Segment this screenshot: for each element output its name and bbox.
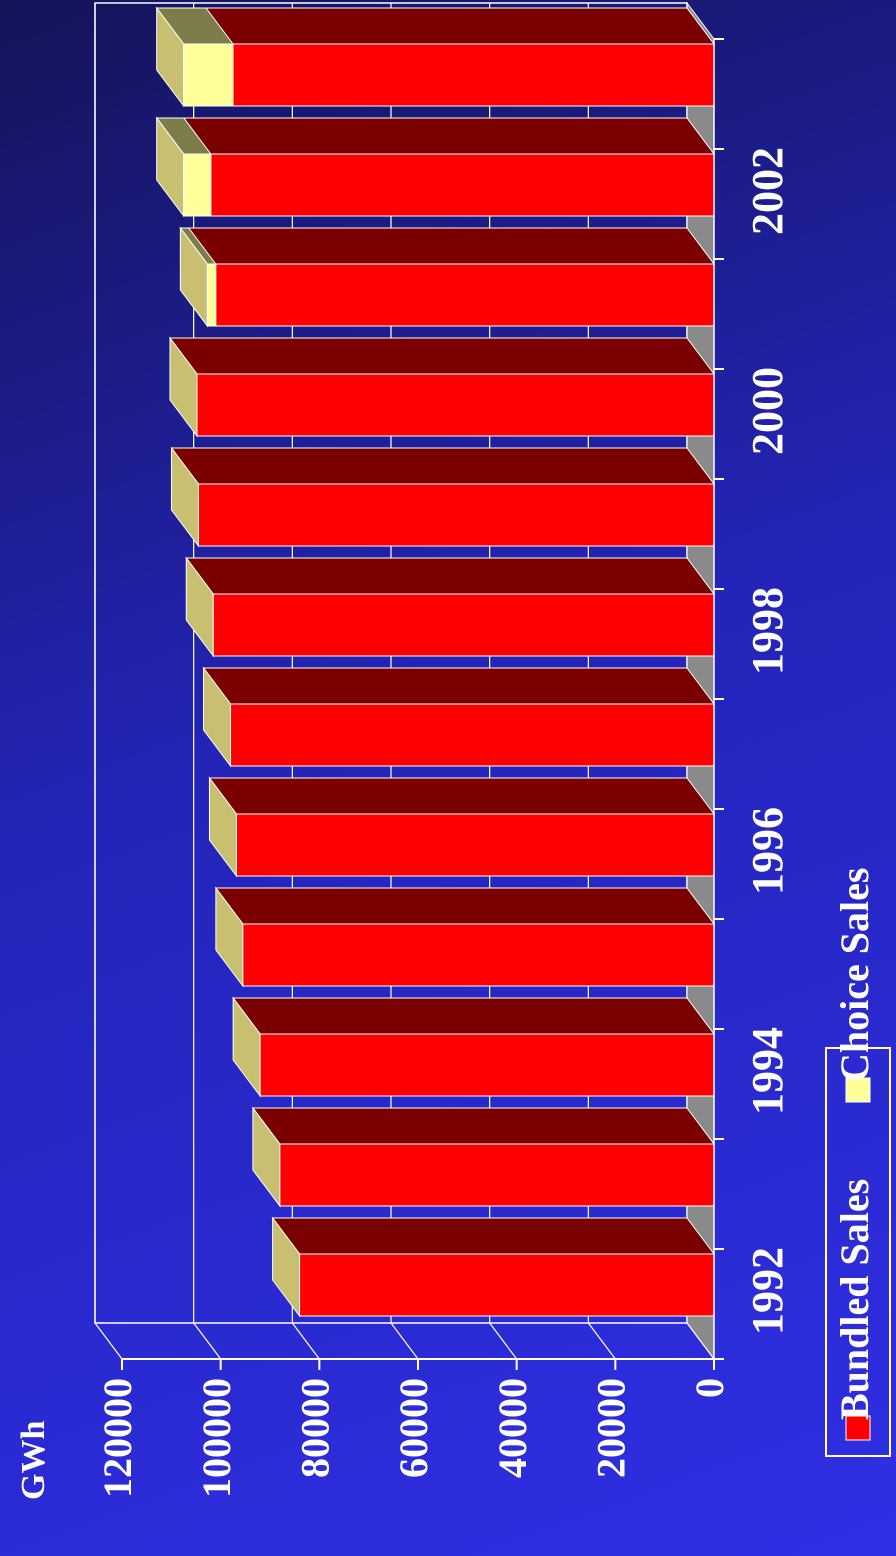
bar-top-face xyxy=(232,997,715,1035)
gridline-depth xyxy=(291,1322,320,1360)
bar-bundled-1998 xyxy=(212,593,715,657)
category-axis: 1992 1994 1996 1998 2000 2002 xyxy=(713,38,792,1360)
category-tick-label: 1998 xyxy=(743,587,792,675)
legend-label-choice: Choice Sales xyxy=(832,868,877,1082)
value-axis: 0 20000 40000 60000 80000 100000 120000 xyxy=(95,1358,732,1498)
gridline-depth xyxy=(489,1322,518,1360)
bar-top-face xyxy=(208,777,715,815)
bar-group-1994 xyxy=(232,996,715,1098)
bar-group-1992 xyxy=(271,1216,715,1318)
bar-group-2001 xyxy=(179,226,715,328)
bar-group-2002 xyxy=(155,116,715,218)
bar-group-1999 xyxy=(170,446,715,548)
bar-top-face xyxy=(202,667,715,705)
bar-bundled-1993 xyxy=(279,1143,715,1207)
category-tick-label: 2000 xyxy=(743,367,792,455)
bar-top-face xyxy=(179,227,715,265)
bar-group-1998 xyxy=(185,556,715,658)
bar-top-face xyxy=(170,447,715,485)
value-tick-label: 100000 xyxy=(194,1378,239,1498)
bar-top-face xyxy=(155,117,715,155)
category-tick-label: 2002 xyxy=(743,147,792,235)
value-tick-label: 20000 xyxy=(589,1378,634,1478)
legend-swatch-choice xyxy=(845,1077,871,1103)
bar-bundled-1996 xyxy=(235,813,715,877)
category-tick-label: 1996 xyxy=(743,807,792,895)
gridline-depth xyxy=(686,1322,715,1360)
bars xyxy=(155,6,715,1318)
bar-top-face xyxy=(168,337,715,375)
bar-top-face xyxy=(185,557,715,595)
bar-bundled-2000 xyxy=(196,373,715,437)
legend-swatch-bundled xyxy=(845,1415,871,1441)
value-tick-label: 80000 xyxy=(293,1378,338,1478)
bar-bundled-1992 xyxy=(299,1253,715,1317)
bar-top-face xyxy=(155,7,715,45)
legend: Bundled Sales Choice Sales xyxy=(825,868,891,1457)
bar-group-1993 xyxy=(251,1106,715,1208)
bar-top-face xyxy=(214,887,715,925)
bar-bundled-2003 xyxy=(232,43,715,107)
gridline-depth xyxy=(193,1322,222,1360)
bar-group-1995 xyxy=(214,886,715,988)
category-tick-label: 1992 xyxy=(743,1247,792,1335)
bar-group-2000 xyxy=(168,336,715,438)
bar-choice-2003 xyxy=(183,43,234,107)
bar-choice-2002 xyxy=(183,153,212,217)
bar-top-face xyxy=(251,1107,715,1145)
category-tick-label: 1994 xyxy=(743,1027,792,1115)
gridline-depth xyxy=(587,1322,616,1360)
bar-group-1997 xyxy=(202,666,715,768)
bar-bundled-2002 xyxy=(210,153,715,217)
bar-choice-2001 xyxy=(206,263,217,327)
bar-bundled-1995 xyxy=(242,923,715,987)
unit-label: GWh xyxy=(15,1421,52,1500)
legend-label-bundled: Bundled Sales xyxy=(832,1179,877,1420)
bar-group-1996 xyxy=(208,776,715,878)
legend-box xyxy=(825,1047,891,1457)
bar-bundled-2001 xyxy=(215,263,715,327)
value-tick-label: 120000 xyxy=(95,1378,140,1498)
bar-bundled-1997 xyxy=(230,703,715,767)
bar-bundled-1999 xyxy=(197,483,715,547)
bar-bundled-1994 xyxy=(259,1033,715,1097)
bar-top-face xyxy=(271,1217,715,1255)
gridline-depth xyxy=(94,1322,123,1360)
bar-group-2003 xyxy=(155,6,715,108)
gridlines xyxy=(94,3,715,1360)
value-tick-label: 40000 xyxy=(490,1378,535,1478)
value-tick-label: 60000 xyxy=(391,1378,436,1478)
gridline-depth xyxy=(390,1322,419,1360)
value-tick-label: 0 xyxy=(687,1378,732,1398)
